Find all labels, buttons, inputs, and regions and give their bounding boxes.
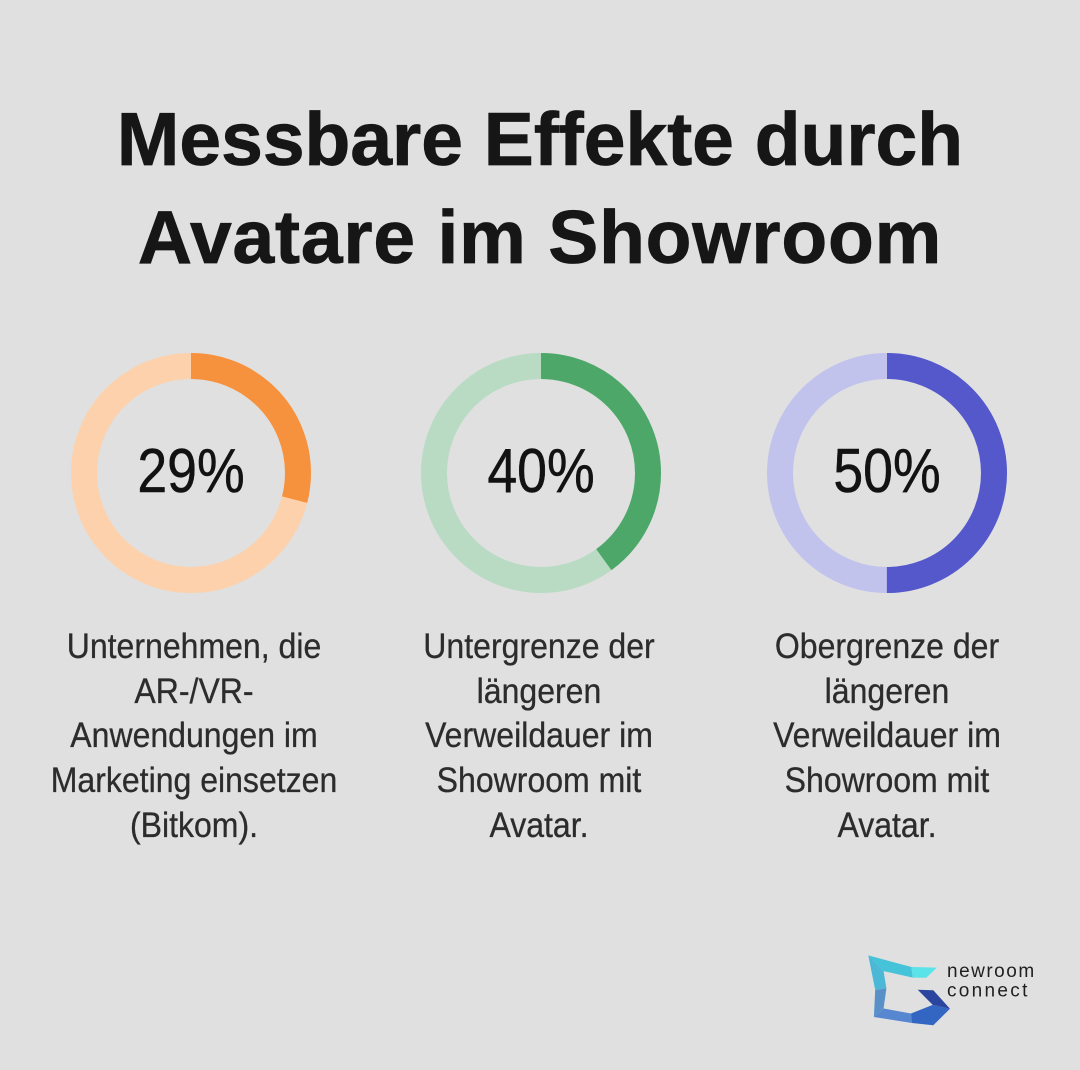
svg-text:connect: connect xyxy=(947,981,1030,1002)
svg-text:newroom: newroom xyxy=(947,961,1036,982)
